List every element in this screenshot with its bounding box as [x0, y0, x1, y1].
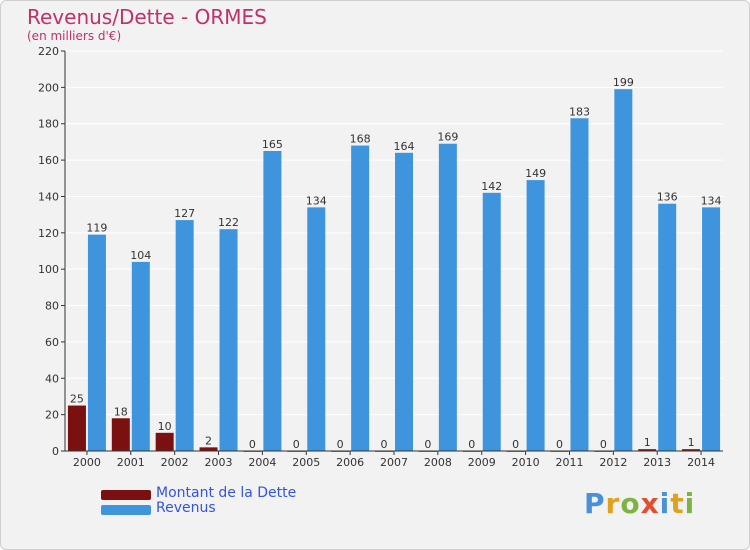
data-label-dette: 0 [337, 438, 344, 451]
data-label-dette: 1 [644, 436, 651, 449]
bar-revenus [395, 152, 413, 451]
y-tick-label: 180 [38, 118, 59, 131]
y-tick-label: 0 [52, 445, 59, 458]
x-tick-label: 2003 [205, 456, 233, 469]
data-label-dette: 2 [205, 434, 212, 447]
y-tick-label: 220 [38, 45, 59, 58]
bar-dette [638, 449, 657, 451]
data-label-revenus: 169 [437, 131, 458, 144]
y-tick-label: 80 [45, 300, 59, 313]
x-tick-label: 2005 [292, 456, 320, 469]
bar-dette [155, 432, 174, 451]
data-label-revenus: 168 [350, 133, 371, 146]
x-tick-label: 2004 [248, 456, 276, 469]
x-tick-label: 2010 [512, 456, 540, 469]
data-label-revenus: 134 [306, 194, 327, 207]
data-label-dette: 0 [600, 438, 607, 451]
bar-revenus [658, 203, 677, 451]
y-tick-label: 200 [38, 81, 59, 94]
x-tick-label: 2009 [468, 456, 496, 469]
bar-revenus [438, 143, 457, 451]
bar-revenus [526, 180, 545, 451]
data-label-revenus: 142 [481, 180, 502, 193]
x-tick-label: 2007 [380, 456, 408, 469]
data-label-dette: 0 [293, 438, 300, 451]
data-label-dette: 1 [688, 436, 695, 449]
bar-revenus [87, 234, 106, 451]
data-label-revenus: 149 [525, 167, 546, 180]
data-label-revenus: 136 [657, 191, 678, 204]
bar-revenus [351, 145, 370, 451]
bar-revenus [131, 261, 150, 451]
legend-label-revenus: Revenus [156, 500, 216, 516]
x-tick-label: 2014 [687, 456, 715, 469]
x-tick-label: 2008 [424, 456, 452, 469]
data-label-revenus: 199 [613, 76, 634, 89]
x-tick-label: 2006 [336, 456, 364, 469]
data-label-dette: 0 [512, 438, 519, 451]
data-label-dette: 25 [70, 393, 84, 406]
chart-subtitle: (en milliers d'€) [27, 29, 122, 43]
y-tick-label: 120 [38, 227, 59, 240]
bar-revenus [702, 207, 721, 451]
bar-revenus [482, 192, 501, 451]
y-tick-label: 140 [38, 190, 59, 203]
bar-revenus [614, 89, 633, 451]
x-tick-label: 2002 [161, 456, 189, 469]
data-label-revenus: 122 [218, 216, 239, 229]
bar-dette [111, 418, 130, 451]
x-tick-label: 2013 [643, 456, 671, 469]
legend-label-dette: Montant de la Dette [156, 485, 297, 501]
data-label-dette: 10 [158, 420, 172, 433]
bar-dette [199, 447, 218, 451]
data-label-dette: 0 [468, 438, 475, 451]
x-tick-label: 2000 [73, 456, 101, 469]
y-tick-label: 20 [45, 409, 59, 422]
data-label-revenus: 164 [394, 140, 415, 153]
legend-swatch-revenus [101, 505, 151, 515]
y-tick-label: 40 [45, 372, 59, 385]
chart-title: Revenus/Dette - ORMES [27, 5, 267, 29]
x-tick-label: 2011 [555, 456, 583, 469]
bar-revenus [570, 118, 589, 451]
bar-dette [67, 405, 86, 451]
y-tick-label: 60 [45, 336, 59, 349]
data-label-dette: 0 [381, 438, 388, 451]
data-label-revenus: 183 [569, 105, 590, 118]
proxiti-logo: Proxiti [584, 487, 696, 520]
x-tick-label: 2012 [599, 456, 627, 469]
data-label-dette: 18 [114, 405, 128, 418]
y-tick-label: 160 [38, 154, 59, 167]
data-label-revenus: 104 [130, 249, 151, 262]
data-label-dette: 0 [424, 438, 431, 451]
data-label-revenus: 119 [86, 222, 107, 235]
y-tick-label: 100 [38, 263, 59, 276]
data-label-revenus: 165 [262, 138, 283, 151]
legend-swatch-dette [101, 490, 151, 500]
data-label-dette: 0 [556, 438, 563, 451]
data-label-dette: 0 [249, 438, 256, 451]
data-label-revenus: 134 [701, 194, 722, 207]
bar-dette [682, 449, 701, 451]
bar-revenus [307, 207, 326, 451]
data-label-revenus: 127 [174, 207, 195, 220]
bar-revenus [219, 229, 238, 451]
x-tick-label: 2001 [117, 456, 145, 469]
bar-revenus [175, 220, 194, 451]
bar-revenus [263, 151, 282, 451]
